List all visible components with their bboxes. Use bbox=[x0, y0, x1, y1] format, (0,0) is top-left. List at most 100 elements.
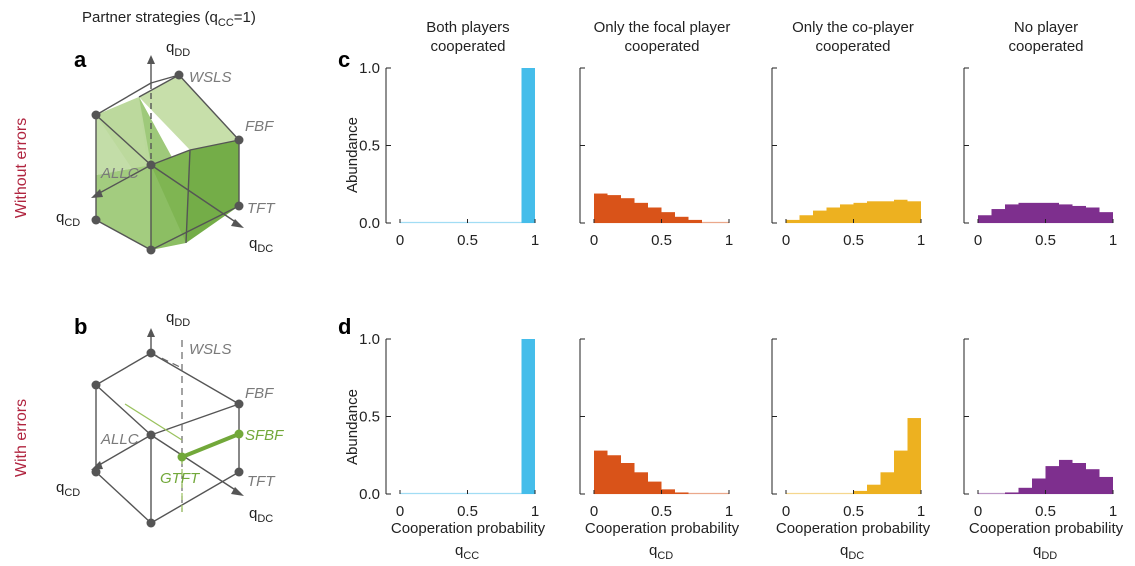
hist-bar bbox=[661, 212, 675, 223]
col-title-1-line2: cooperated bbox=[430, 38, 505, 55]
hist-bar bbox=[853, 202, 867, 223]
label-gtft-b: GTFT bbox=[160, 470, 201, 487]
vertex-fbf-b bbox=[234, 399, 244, 409]
hist-bar bbox=[1072, 205, 1086, 223]
x-tick-label: 1 bbox=[725, 503, 733, 520]
col-title-4-line1: No player bbox=[1014, 19, 1078, 36]
x-tick-label: 1 bbox=[1109, 232, 1117, 249]
panel-letter-d: d bbox=[338, 314, 351, 339]
hist-bar bbox=[894, 450, 908, 494]
label-sfbf-b: SFBF bbox=[245, 427, 284, 444]
x-tick-label: 0 bbox=[590, 503, 598, 520]
hist-bar bbox=[521, 68, 535, 223]
hist-bar bbox=[786, 219, 800, 223]
label-wsls-a: WSLS bbox=[189, 69, 232, 86]
column-titles: Both players cooperated Only the focal p… bbox=[426, 19, 1083, 55]
hist-bar bbox=[648, 481, 662, 494]
axis-label-qdc-b: qDC bbox=[249, 505, 273, 525]
x-tick-label: 0.5 bbox=[651, 232, 672, 249]
x-tick-label: 0 bbox=[396, 503, 404, 520]
col-title-2-line2: cooperated bbox=[624, 38, 699, 55]
y-tick-label: 0.0 bbox=[359, 486, 380, 503]
x-tick-label: 0 bbox=[782, 232, 790, 249]
axis-label-qcd-b: qCD bbox=[56, 479, 80, 499]
x-tick-label: 0 bbox=[974, 232, 982, 249]
x-tick-label: 1 bbox=[1109, 503, 1117, 520]
panel-letter-c: c bbox=[338, 47, 350, 72]
vertex-tft-b bbox=[234, 467, 244, 477]
hist-bar bbox=[607, 195, 621, 223]
hist-bar bbox=[853, 490, 867, 494]
col-title-3-line1: Only the co-player bbox=[792, 19, 914, 36]
hist-bar bbox=[813, 210, 827, 223]
col-title-2-line1: Only the focal player bbox=[594, 19, 731, 36]
x-sub-4: qDD bbox=[1033, 542, 1057, 562]
x-label-4: Cooperation probability bbox=[969, 520, 1124, 537]
hist-bar bbox=[675, 216, 689, 223]
vertex-sfbf-b bbox=[234, 429, 244, 439]
hist-bar bbox=[1099, 476, 1113, 494]
hist-bar bbox=[894, 199, 908, 223]
label-allc-b: ALLC bbox=[100, 431, 139, 448]
label-tft-a: TFT bbox=[247, 200, 276, 217]
vertex-fbf-a bbox=[234, 135, 244, 145]
hist-bar bbox=[907, 201, 921, 223]
hist-bar bbox=[621, 198, 635, 223]
hist-bar bbox=[1018, 202, 1032, 223]
col-title-4-line2: cooperated bbox=[1008, 38, 1083, 55]
x-tick-label: 1 bbox=[531, 503, 539, 520]
hist-bar bbox=[1018, 487, 1032, 494]
hist-bar bbox=[867, 484, 881, 494]
hist-bar bbox=[907, 418, 921, 494]
hist-bar bbox=[1045, 202, 1059, 223]
y-tick-label: 0.5 bbox=[359, 138, 380, 155]
hist-bar bbox=[594, 193, 608, 223]
hist-bar bbox=[634, 202, 648, 223]
label-fbf-a: FBF bbox=[245, 118, 274, 135]
hist-bar bbox=[1032, 202, 1046, 223]
x-label-3: Cooperation probability bbox=[776, 520, 931, 537]
vertex-gtft-b bbox=[177, 452, 187, 462]
x-tick-label: 0.5 bbox=[457, 503, 478, 520]
x-label-1: Cooperation probability bbox=[391, 520, 546, 537]
hist-bar bbox=[1059, 204, 1073, 223]
hist-bar bbox=[648, 207, 662, 223]
y-tick-label: 0.5 bbox=[359, 409, 380, 426]
label-tft-b: TFT bbox=[247, 473, 276, 490]
label-wsls-b: WSLS bbox=[189, 341, 232, 358]
y-axis-label-bottom: Abundance bbox=[344, 389, 361, 465]
hist-bar bbox=[1099, 212, 1113, 223]
hist-bar bbox=[1005, 204, 1019, 223]
partner-strategies-title: Partner strategies (qCC=1) bbox=[82, 9, 256, 29]
strategy-cube-b: WSLS FBF ALLC TFT SFBF GTFT qDD qCD qDC bbox=[56, 309, 284, 528]
x-tick-label: 0 bbox=[396, 232, 404, 249]
vertex-wsls-a bbox=[174, 70, 184, 80]
x-tick-label: 0.5 bbox=[457, 232, 478, 249]
hist-bar bbox=[621, 463, 635, 494]
hist-bar bbox=[840, 204, 854, 223]
vertex-allc-a bbox=[146, 160, 156, 170]
hist-bar bbox=[1032, 478, 1046, 494]
x-tick-label: 0 bbox=[974, 503, 982, 520]
x-tick-label: 1 bbox=[725, 232, 733, 249]
row-label-without-errors: Without errors bbox=[13, 118, 30, 218]
hist-bar bbox=[826, 207, 840, 223]
hist-bar bbox=[1086, 207, 1100, 223]
strategy-cube-a: WSLS FBF ALLC TFT qDD qCD qDC bbox=[56, 39, 276, 255]
y-tick-label: 1.0 bbox=[359, 60, 380, 77]
y-tick-label: 0.0 bbox=[359, 215, 380, 232]
x-tick-label: 0.5 bbox=[1035, 232, 1056, 249]
x-axis-labels: Cooperation probability Cooperation prob… bbox=[391, 520, 1124, 562]
x-tick-label: 0.5 bbox=[651, 503, 672, 520]
hist-bar bbox=[661, 489, 675, 494]
x-sub-2: qCD bbox=[649, 542, 673, 562]
vertex-allc-b bbox=[146, 430, 156, 440]
row-label-with-errors: With errors bbox=[13, 399, 30, 477]
x-tick-label: 1 bbox=[917, 503, 925, 520]
panel-letter-b: b bbox=[74, 314, 87, 339]
x-tick-label: 0.5 bbox=[843, 503, 864, 520]
x-label-2: Cooperation probability bbox=[585, 520, 740, 537]
hist-bar bbox=[634, 472, 648, 494]
label-fbf-b: FBF bbox=[245, 385, 274, 402]
x-tick-label: 0.5 bbox=[843, 232, 864, 249]
